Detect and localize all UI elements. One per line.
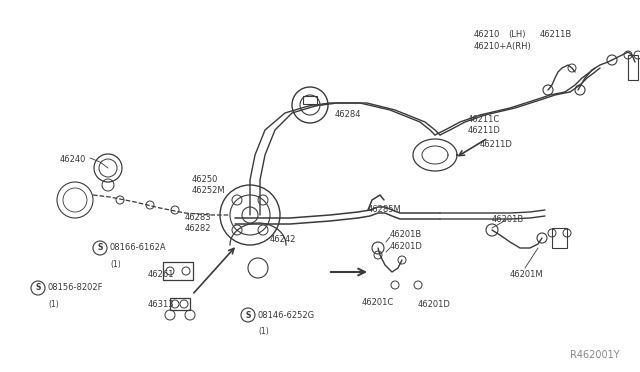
Text: 46210+A(RH): 46210+A(RH) (474, 42, 532, 51)
Text: 46313: 46313 (148, 300, 175, 309)
Text: 46211B: 46211B (540, 30, 572, 39)
Bar (170, 298, 190, 310)
Text: 46240: 46240 (60, 155, 86, 164)
Text: R462001Y: R462001Y (570, 350, 620, 360)
Text: 46283: 46283 (185, 213, 212, 222)
Text: 46284: 46284 (335, 110, 362, 119)
Text: 46285M: 46285M (368, 205, 402, 214)
Bar (552, 228, 567, 248)
Text: 46252M: 46252M (192, 186, 226, 195)
Text: 46201B: 46201B (492, 215, 524, 224)
Text: S: S (97, 244, 102, 253)
Text: 08166-6162A: 08166-6162A (110, 244, 166, 253)
Text: S: S (35, 283, 41, 292)
Text: 46211D: 46211D (468, 126, 501, 135)
Text: 46211C: 46211C (468, 115, 500, 124)
Text: (1): (1) (110, 260, 121, 269)
Text: 46201D: 46201D (390, 242, 423, 251)
Text: 46201C: 46201C (362, 298, 394, 307)
Text: 46201D: 46201D (418, 300, 451, 309)
Text: 46211D: 46211D (480, 140, 513, 149)
Text: 46210: 46210 (474, 30, 500, 39)
Text: (1): (1) (258, 327, 269, 336)
Text: (LH): (LH) (508, 30, 525, 39)
Text: 08156-8202F: 08156-8202F (48, 283, 104, 292)
Text: 46261: 46261 (148, 270, 175, 279)
Bar (628, 55, 638, 80)
Bar (163, 262, 193, 280)
Text: (1): (1) (48, 300, 59, 309)
Text: 46242: 46242 (270, 235, 296, 244)
Text: 46250: 46250 (192, 175, 218, 184)
Text: 08146-6252G: 08146-6252G (258, 311, 315, 320)
Bar (303, 96, 317, 104)
Text: 46282: 46282 (185, 224, 211, 233)
Text: 46201B: 46201B (390, 230, 422, 239)
Text: S: S (245, 311, 251, 320)
Text: 46201M: 46201M (510, 270, 543, 279)
